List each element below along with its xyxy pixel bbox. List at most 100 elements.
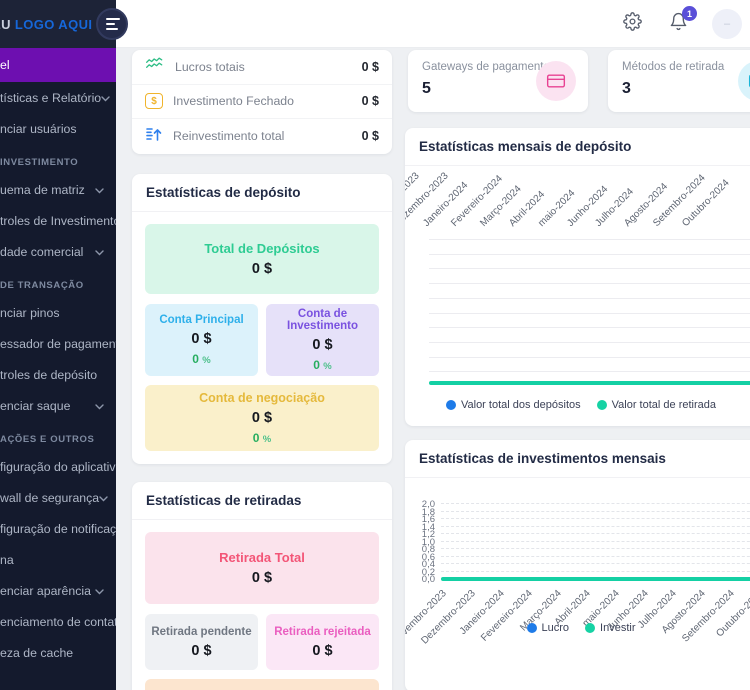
sidebar-item-17[interactable]: enciar aparência (0, 575, 116, 606)
total-withdrawal-value: 0 $ (251, 570, 273, 586)
invest-account-label: Conta de Investimento (287, 308, 358, 332)
withdrawal-fee-box: Taxa de retirada (145, 679, 379, 690)
main-content: Lucros totais 0 $ Investimento Fechado 0… (116, 48, 750, 690)
y-axis-tick: 2,0 (421, 499, 435, 510)
total-reinvestment-label: Reinvestimento total (173, 129, 285, 144)
main-account-box: Conta Principal 0 $ 0 % (145, 304, 258, 376)
y-axis-tick: 0,4 (421, 559, 435, 570)
gridline (441, 555, 750, 557)
sidebar-item-19[interactable]: eza de cache (0, 645, 74, 660)
legend-label: Lucro (541, 622, 570, 634)
avatar[interactable] (712, 9, 742, 39)
sidebar-item-16[interactable]: na (0, 552, 14, 567)
y-axis-tick: 0,2 (421, 566, 435, 578)
trading-account-label: Conta de negociação (199, 391, 325, 405)
sidebar-item-4[interactable]: uema de matriz (0, 174, 116, 205)
y-axis-tick: 1,6 (421, 514, 435, 525)
legend-item[interactable]: Valor total dos depósitos (445, 399, 581, 411)
closed-investment-label: Investimento Fechado (173, 94, 294, 109)
sidebar-item-0[interactable]: el (0, 48, 116, 82)
sidebar-item-1[interactable]: tísticas e Relatório (0, 82, 116, 113)
legend-label: Investir (600, 622, 636, 634)
monthly-investments-chart-card: Estatísticas de investimentos mensais 2,… (405, 440, 750, 690)
closed-investment-row: Investimento Fechado 0 $ (132, 85, 392, 120)
gridline (429, 356, 750, 358)
chevron-down-icon (101, 89, 110, 107)
gridline (441, 518, 750, 519)
invest-account-percent: 0 % (313, 358, 332, 372)
gridline (441, 510, 750, 512)
main-account-label: Conta Principal (159, 314, 244, 326)
sidebar-item-15[interactable]: figuração de notificação (0, 521, 116, 536)
total-profits-label: Lucros totais (175, 59, 245, 74)
invest-account-value: 0 $ (312, 337, 333, 353)
closed-investment-icon (145, 93, 163, 110)
chevron-down-icon (99, 489, 108, 507)
sidebar-item-2[interactable]: nciar usuários (0, 121, 77, 136)
gridline (441, 563, 750, 564)
total-reinvestment-row: Reinvestimento total 0 $ (132, 119, 392, 154)
trading-account-percent: 0 % (252, 431, 272, 445)
legend-dot-icon (445, 400, 456, 410)
total-reinvestment-value: 0 $ (361, 129, 379, 144)
investments-chart-legend: Lucro Investir (405, 622, 750, 634)
sidebar-item-18[interactable]: enciamento de contatos (0, 606, 116, 637)
sidebar-item-13[interactable]: figuração do aplicativo (0, 459, 116, 474)
sidebar-section-12: AÇÕES E OUTROS (0, 434, 95, 445)
topbar: 1 (116, 0, 750, 48)
sidebar-item-9[interactable]: essador de pagamento (0, 328, 116, 359)
gridline (441, 548, 750, 549)
sidebar-item-11[interactable]: enciar saque (0, 390, 116, 421)
withdraw-methods-value: 3 (622, 80, 631, 97)
gridline (429, 297, 750, 299)
deposit-chart-legend: Valor total dos depósitos Valor total de … (405, 399, 750, 411)
pending-withdrawal-value: 0 $ (191, 642, 212, 659)
sidebar-toggle-button[interactable] (96, 8, 128, 40)
gridline (429, 312, 750, 314)
withdraw-methods-label: Métodos de retirada (622, 61, 725, 73)
gridline (429, 327, 750, 329)
closed-investment-value: 0 $ (361, 94, 379, 109)
reinvest-icon (145, 126, 163, 147)
sidebar-item-6[interactable]: dade comercial (0, 236, 116, 267)
gridline (441, 525, 750, 527)
payment-gateways-value: 5 (422, 80, 431, 97)
y-axis-tick: 1,8 (421, 506, 435, 518)
y-axis-tick: 1,4 (421, 521, 435, 533)
sidebar-item-14[interactable]: wall de segurança (0, 482, 116, 513)
gridline (429, 371, 750, 373)
notification-badge: 1 (682, 6, 697, 21)
chevron-down-icon (95, 582, 104, 600)
payment-gateways-card: Gateways de pagamento 5 (408, 50, 588, 112)
legend-item[interactable]: Investir (585, 622, 636, 634)
sidebar-item-8[interactable]: nciar pinos (0, 305, 60, 320)
y-axis-tick: 1,0 (421, 536, 435, 548)
legend-item[interactable]: Lucro (526, 622, 570, 634)
invest-account-box: Conta de Investimento 0 $ 0 % (266, 304, 379, 376)
rejected-withdrawal-label: Retirada rejeitada (274, 625, 371, 638)
chevron-down-icon (95, 243, 104, 261)
investments-chart-series-line (441, 577, 750, 581)
total-deposits-label: Total de Depósitos (204, 241, 320, 256)
gridline (429, 268, 750, 270)
main-account-value: 0 $ (191, 331, 212, 347)
sidebar-section-3: INVESTIMENTO (0, 157, 79, 168)
settings-button[interactable] (620, 12, 644, 36)
y-axis-tick: 1,2 (421, 529, 435, 540)
deposit-chart-series-line (429, 381, 750, 385)
gridline (441, 570, 750, 572)
withdrawal-stats-card: Estatísticas de retiradas Retirada Total… (132, 482, 392, 690)
chevron-down-icon (95, 181, 104, 199)
gridline (429, 253, 750, 255)
y-axis-tick: 0,8 (421, 544, 435, 555)
sidebar-section-7: DE TRANSAÇÃO (0, 280, 84, 291)
gridline (441, 540, 750, 542)
legend-item[interactable]: Valor total de retirada (596, 399, 716, 411)
total-deposits-box: Total de Depósitos 0 $ (145, 224, 379, 294)
sidebar-item-10[interactable]: troles de depósito (0, 367, 98, 382)
sidebar-item-5[interactable]: troles de Investimento (0, 205, 116, 236)
y-axis-tick: 0,0 (421, 574, 435, 585)
withdraw-methods-card: Métodos de retirada 3 (608, 50, 750, 112)
notifications-button[interactable]: 1 (666, 6, 697, 36)
